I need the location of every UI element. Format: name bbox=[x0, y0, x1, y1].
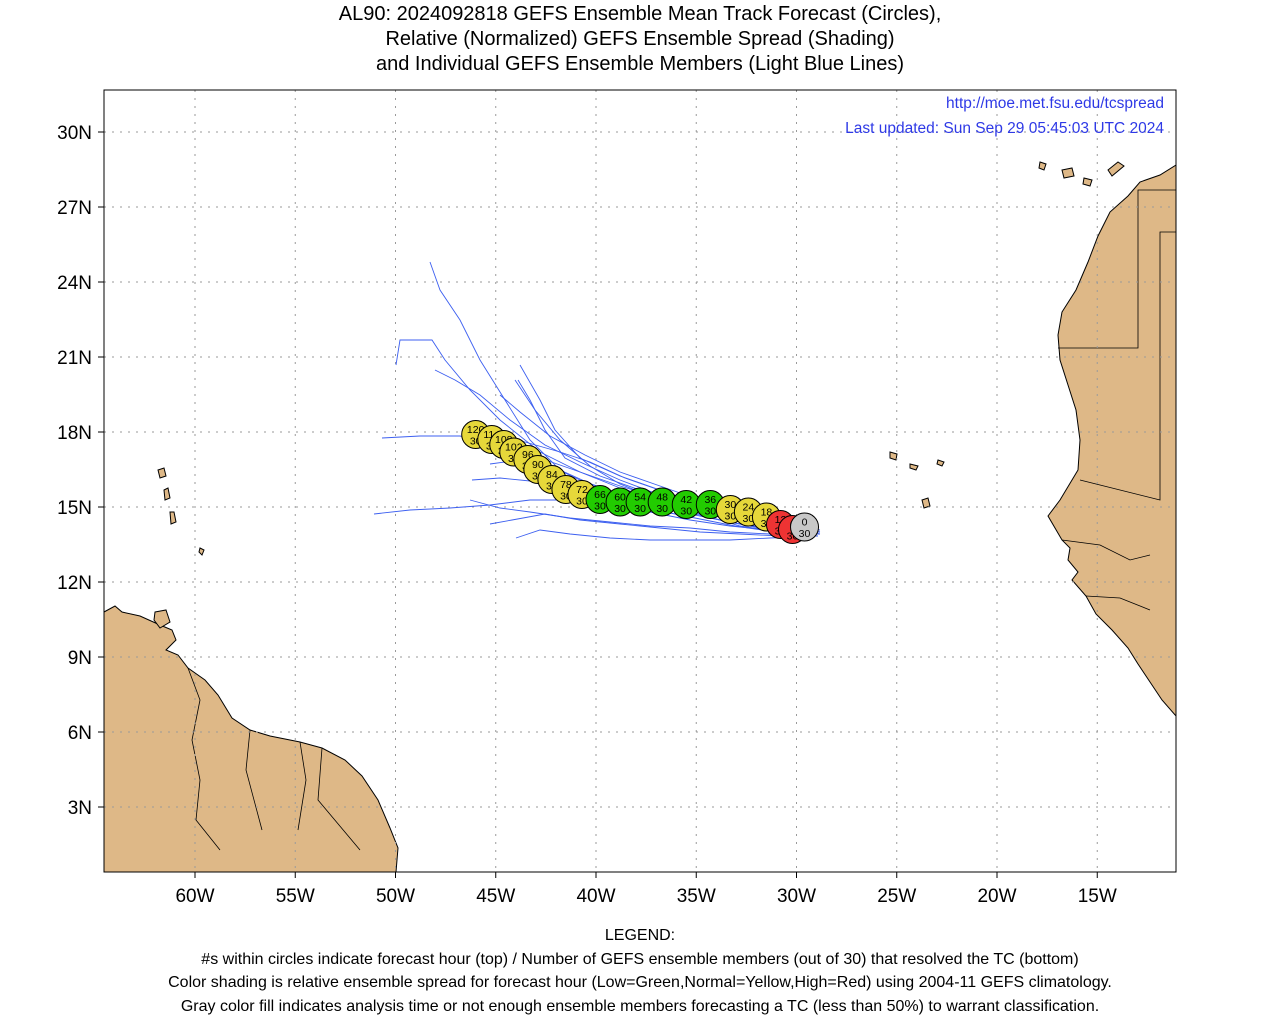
cape-verde-island-3 bbox=[936, 459, 945, 467]
track-hour-label: 90 bbox=[532, 459, 544, 471]
lon-tick-label: 50W bbox=[376, 886, 415, 907]
caribbean-island-stlucia bbox=[169, 511, 177, 525]
credit-url[interactable]: http://moe.met.fsu.edu/tcspread bbox=[946, 95, 1164, 112]
track-hour-label: 18 bbox=[761, 507, 773, 519]
member-track-1 bbox=[429, 261, 821, 535]
track-members-label: 30 bbox=[799, 528, 811, 540]
member-track-14 bbox=[489, 513, 818, 537]
lat-tick-label: 24N bbox=[57, 273, 92, 294]
cape-verde-island-4 bbox=[921, 497, 931, 509]
title-line-3: and Individual GEFS Ensemble Members (Li… bbox=[375, 53, 905, 75]
track-members-label: 30 bbox=[470, 436, 482, 448]
track-hour-label: 78 bbox=[560, 479, 572, 491]
lon-tick-label: 35W bbox=[677, 886, 716, 907]
lat-tick-label: 6N bbox=[68, 723, 92, 744]
track-hour-label: 30 bbox=[724, 499, 736, 511]
legend: LEGEND: #s within circles indicate forec… bbox=[0, 924, 1280, 1018]
longitude-axis: 60W 55W 50W 45W 40W 35W 30W 25W 20W 15W bbox=[175, 872, 1117, 907]
latitude-axis: 30N 27N 24N 21N 18N 15N 12N 9N 6N 3N bbox=[57, 123, 104, 819]
south-america-landmass bbox=[104, 605, 399, 872]
track-hour-label: 24 bbox=[743, 502, 755, 514]
land-layer bbox=[104, 161, 1176, 872]
chart-title: AL90: 2024092818 GEFS Ensemble Mean Trac… bbox=[0, 2, 1280, 77]
member-track-7 bbox=[469, 499, 816, 535]
lon-tick-label: 40W bbox=[576, 886, 615, 907]
legend-line-3: Gray color fill indicates analysis time … bbox=[180, 997, 1100, 1015]
lat-tick-label: 9N bbox=[68, 648, 92, 669]
member-track-8 bbox=[515, 529, 817, 541]
track-members-label: 30 bbox=[656, 503, 668, 515]
track-hour-label: 36 bbox=[704, 494, 716, 506]
border-line-sa-1 bbox=[187, 667, 221, 851]
lon-tick-label: 45W bbox=[476, 886, 515, 907]
title-line-1: AL90: 2024092818 GEFS Ensemble Mean Trac… bbox=[338, 3, 942, 25]
legend-line-1: #s within circles indicate forecast hour… bbox=[201, 950, 1079, 968]
canary-island-2 bbox=[1061, 167, 1075, 179]
canary-island-3 bbox=[1082, 177, 1093, 187]
track-members-label: 30 bbox=[614, 503, 626, 515]
border-line-af-4 bbox=[1085, 595, 1151, 611]
caribbean-island-martinique bbox=[163, 487, 171, 501]
track-members-label: 30 bbox=[787, 531, 799, 543]
legend-heading: LEGEND: bbox=[604, 927, 676, 944]
track-hour-label: 96 bbox=[522, 449, 534, 461]
track-members-label: 30 bbox=[743, 513, 755, 525]
lon-tick-label: 30W bbox=[777, 886, 816, 907]
border-line-sa-2 bbox=[245, 729, 263, 831]
track-hour-label: 12 bbox=[775, 514, 787, 526]
border-line-af-3 bbox=[1061, 539, 1151, 561]
track-members-label: 30 bbox=[576, 496, 588, 508]
west-africa-landmass bbox=[1047, 164, 1176, 717]
track-members-label: 30 bbox=[560, 491, 572, 503]
plot-frame bbox=[103, 89, 1177, 873]
track-hour-label: 42 bbox=[680, 494, 692, 506]
mean-track-circles: 1203011430108301023096309030843078307230… bbox=[461, 420, 820, 544]
track-circle bbox=[790, 512, 820, 542]
track-members-label: 30 bbox=[704, 506, 716, 518]
country-borders bbox=[187, 189, 1176, 851]
lat-tick-label: 3N bbox=[68, 798, 92, 819]
cape-verde-island-2 bbox=[909, 463, 919, 471]
lat-tick-label: 15N bbox=[57, 498, 92, 519]
track-hour-label: 66 bbox=[594, 489, 606, 501]
trinidad-island bbox=[153, 609, 171, 629]
caribbean-island-guadeloupe bbox=[157, 467, 167, 479]
track-hour-label: 48 bbox=[656, 492, 668, 504]
border-line-af-2 bbox=[1079, 231, 1176, 501]
track-hour-label: 72 bbox=[576, 484, 588, 496]
track-members-label: 30 bbox=[634, 503, 646, 515]
caribbean-island-barbados bbox=[198, 547, 205, 556]
lon-tick-label: 60W bbox=[175, 886, 214, 907]
track-members-label: 30 bbox=[724, 511, 736, 523]
cape-verde-island-1 bbox=[889, 451, 898, 461]
lon-tick-label: 20W bbox=[977, 886, 1016, 907]
lat-tick-label: 27N bbox=[57, 198, 92, 219]
border-line-sa-4 bbox=[317, 747, 361, 851]
track-members-label: 30 bbox=[594, 501, 606, 513]
lat-tick-label: 21N bbox=[57, 348, 92, 369]
track-hour-label: 60 bbox=[614, 492, 626, 504]
lat-tick-label: 18N bbox=[57, 423, 92, 444]
track-hour-label: 0 bbox=[802, 517, 808, 529]
lon-tick-label: 25W bbox=[877, 886, 916, 907]
lon-tick-label: 15W bbox=[1078, 886, 1117, 907]
canary-island-4 bbox=[1107, 161, 1125, 177]
credit-updated: Last updated: Sun Sep 29 05:45:03 UTC 20… bbox=[845, 120, 1164, 137]
track-hour-label: 84 bbox=[546, 469, 558, 481]
track-members-label: 30 bbox=[680, 506, 692, 518]
track-point: 030 bbox=[790, 512, 820, 542]
lat-tick-label: 30N bbox=[57, 123, 92, 144]
canary-island-1 bbox=[1038, 161, 1047, 171]
lon-tick-label: 55W bbox=[276, 886, 315, 907]
border-line-sa-3 bbox=[297, 741, 307, 831]
border-line-af-1 bbox=[1058, 189, 1176, 349]
legend-line-2: Color shading is relative ensemble sprea… bbox=[168, 974, 1112, 991]
track-hour-label: 54 bbox=[634, 492, 646, 504]
lat-tick-label: 12N bbox=[57, 573, 92, 594]
title-line-2: Relative (Normalized) GEFS Ensemble Spre… bbox=[385, 28, 895, 50]
